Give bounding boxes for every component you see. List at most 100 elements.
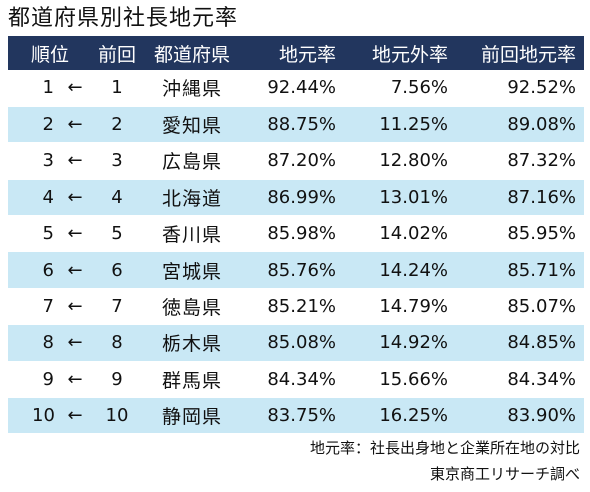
table-row: 7 ← 7 徳島県 85.21% 14.79% 85.07% <box>8 288 584 325</box>
left-arrow-icon: ← <box>67 77 83 99</box>
outside-rate-cell: 14.02% <box>379 223 448 245</box>
table-row: 4 ← 4 北海道 86.99% 13.01% 87.16% <box>8 179 584 216</box>
local-rate-cell: 87.20% <box>267 150 336 172</box>
left-arrow-icon: ← <box>67 368 83 390</box>
rank-cell: 7 ← <box>8 288 92 324</box>
prefecture-cell: 愛知県 <box>161 115 222 138</box>
page-title: 都道府県別社長地元率 <box>8 6 239 31</box>
rank-cell: 9 ← <box>8 361 92 397</box>
rank-number: 4 <box>42 186 54 208</box>
prev-rank-cell: 8 <box>111 332 123 354</box>
table-row: 9 ← 9 群馬県 84.34% 15.66% 84.34% <box>8 361 584 398</box>
rank-number: 6 <box>42 259 54 281</box>
rank-cell: 2 ← <box>8 106 92 142</box>
header-prev-rank: 前回 <box>97 43 136 66</box>
table-row: 6 ← 6 宮城県 85.76% 14.24% 85.71% <box>8 251 584 289</box>
source-credit: 東京商工リサーチ調べ <box>429 465 580 483</box>
left-arrow-icon: ← <box>67 259 83 281</box>
local-rate-cell: 86.99% <box>267 186 336 208</box>
local-rate-cell: 85.08% <box>267 332 336 354</box>
prev-rank-cell: 10 <box>105 405 129 427</box>
rank-number: 7 <box>42 296 54 318</box>
prev-local-rate-cell: 84.85% <box>507 332 576 354</box>
prefecture-cell: 香川県 <box>161 224 222 247</box>
header-local-rate: 地元率 <box>278 43 336 66</box>
rank-number: 2 <box>42 114 54 136</box>
rank-number: 5 <box>42 223 54 245</box>
table-row: 8 ← 8 栃木県 85.08% 14.92% 84.85% <box>8 324 584 362</box>
table-row: 3 ← 3 広島県 87.20% 12.80% 87.32% <box>8 142 584 180</box>
local-rate-cell: 92.44% <box>267 77 336 99</box>
rank-number: 8 <box>42 332 54 354</box>
header-outside-rate: 地元外率 <box>371 43 448 66</box>
prev-local-rate-cell: 84.34% <box>507 368 576 390</box>
left-arrow-icon: ← <box>67 186 83 208</box>
rank-number: 9 <box>42 368 54 390</box>
prefecture-cell: 栃木県 <box>161 333 222 356</box>
header-prefecture: 都道府県 <box>153 43 230 66</box>
left-arrow-icon: ← <box>67 296 83 318</box>
rank-cell: 10 ← <box>8 398 92 434</box>
rank-cell: 1 ← <box>8 70 92 106</box>
left-arrow-icon: ← <box>67 332 83 354</box>
table-row: 10 ← 10 静岡県 83.75% 16.25% 83.90% <box>8 397 584 434</box>
local-rate-cell: 83.75% <box>267 405 336 427</box>
outside-rate-cell: 16.25% <box>379 405 448 427</box>
left-arrow-icon: ← <box>67 114 83 136</box>
prefecture-cell: 沖縄県 <box>161 78 222 101</box>
local-rate-cell: 84.34% <box>267 368 336 390</box>
rank-number: 3 <box>42 150 54 172</box>
outside-rate-cell: 14.79% <box>379 296 448 318</box>
rank-number: 10 <box>32 405 55 427</box>
outside-rate-cell: 11.25% <box>379 114 448 136</box>
prev-rank-cell: 4 <box>111 186 123 208</box>
prev-local-rate-cell: 92.52% <box>507 77 576 99</box>
prev-local-rate-cell: 89.08% <box>507 114 576 136</box>
ranking-table: 順位 前回 都道府県 地元率 地元外率 前回地元率 1 ← 1 沖縄県 92.44% 7.… <box>8 36 584 434</box>
table-header-row: 順位 前回 都道府県 地元率 地元外率 前回地元率 <box>8 36 584 70</box>
rank-number: 1 <box>42 77 54 99</box>
prefecture-cell: 広島県 <box>161 151 222 174</box>
prefecture-cell: 静岡県 <box>161 406 222 429</box>
prev-local-rate-cell: 85.95% <box>507 223 576 245</box>
left-arrow-icon: ← <box>67 150 83 172</box>
prefecture-cell: 北海道 <box>161 187 222 210</box>
prev-local-rate-cell: 85.07% <box>507 296 576 318</box>
prev-rank-cell: 5 <box>111 223 123 245</box>
prev-rank-cell: 6 <box>111 259 123 281</box>
prev-local-rate-cell: 85.71% <box>507 259 576 281</box>
rank-cell: 4 ← <box>8 179 92 215</box>
prefecture-cell: 宮城県 <box>161 260 222 283</box>
left-arrow-icon: ← <box>67 223 83 245</box>
prev-local-rate-cell: 87.32% <box>507 150 576 172</box>
local-rate-cell: 88.75% <box>267 114 336 136</box>
prev-local-rate-cell: 83.90% <box>507 405 576 427</box>
outside-rate-cell: 7.56% <box>390 77 448 99</box>
prev-rank-cell: 9 <box>111 368 123 390</box>
outside-rate-cell: 14.92% <box>379 332 448 354</box>
outside-rate-cell: 14.24% <box>379 259 448 281</box>
left-arrow-icon: ← <box>67 405 83 427</box>
table-row: 5 ← 5 香川県 85.98% 14.02% 85.95% <box>8 215 584 252</box>
outside-rate-cell: 12.80% <box>379 150 448 172</box>
prev-local-rate-cell: 87.16% <box>507 186 576 208</box>
rank-cell: 8 ← <box>8 325 92 361</box>
rank-cell: 5 ← <box>8 216 92 252</box>
local-rate-cell: 85.98% <box>267 223 336 245</box>
local-rate-cell: 85.21% <box>267 296 336 318</box>
table-row: 2 ← 2 愛知県 88.75% 11.25% 89.08% <box>8 106 584 143</box>
footnote: 地元率：社長出身地と企業所在地の対比 <box>309 439 580 457</box>
prefecture-cell: 群馬県 <box>161 369 222 392</box>
header-rank: 順位 <box>30 43 69 66</box>
prev-rank-cell: 2 <box>111 114 123 136</box>
prev-rank-cell: 3 <box>111 150 123 172</box>
prev-rank-cell: 1 <box>111 77 123 99</box>
prefecture-cell: 徳島県 <box>161 297 222 320</box>
outside-rate-cell: 13.01% <box>379 186 448 208</box>
local-rate-cell: 85.76% <box>267 259 336 281</box>
prev-rank-cell: 7 <box>111 296 123 318</box>
header-prev-local-rate: 前回地元率 <box>480 43 576 66</box>
outside-rate-cell: 15.66% <box>379 368 448 390</box>
table-row: 1 ← 1 沖縄県 92.44% 7.56% 92.52% <box>8 70 584 107</box>
rank-cell: 6 ← <box>8 252 92 288</box>
